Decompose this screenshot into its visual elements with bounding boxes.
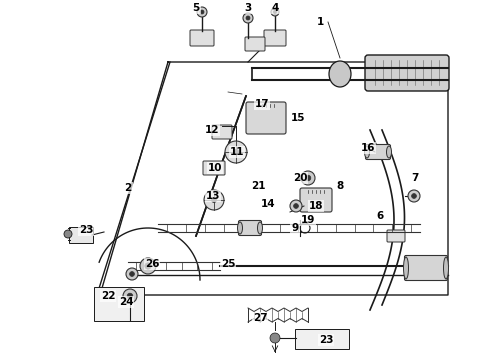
Circle shape: [197, 7, 207, 17]
Text: 8: 8: [336, 181, 343, 191]
Circle shape: [129, 271, 134, 276]
Circle shape: [270, 333, 280, 343]
Circle shape: [305, 175, 311, 181]
Text: 18: 18: [309, 201, 323, 211]
FancyBboxPatch shape: [239, 220, 262, 235]
Text: 27: 27: [253, 313, 268, 323]
Ellipse shape: [443, 257, 448, 279]
Text: 24: 24: [119, 297, 133, 307]
Text: 9: 9: [292, 223, 298, 233]
Text: 14: 14: [261, 199, 275, 209]
Text: 10: 10: [208, 163, 222, 173]
Text: 1: 1: [317, 17, 323, 27]
Ellipse shape: [329, 61, 351, 87]
Text: 16: 16: [361, 143, 375, 153]
Text: 19: 19: [301, 215, 315, 225]
Text: 20: 20: [293, 173, 307, 183]
Text: 4: 4: [271, 3, 279, 13]
Circle shape: [212, 198, 217, 202]
Text: 23: 23: [319, 335, 333, 345]
FancyBboxPatch shape: [264, 30, 286, 46]
Text: 2: 2: [124, 183, 132, 193]
Circle shape: [145, 263, 151, 269]
Ellipse shape: [403, 257, 409, 279]
Circle shape: [123, 289, 137, 303]
FancyBboxPatch shape: [212, 125, 232, 139]
FancyBboxPatch shape: [405, 256, 447, 280]
Circle shape: [290, 200, 302, 212]
FancyBboxPatch shape: [365, 55, 449, 91]
Text: 7: 7: [411, 173, 418, 183]
FancyBboxPatch shape: [245, 37, 265, 51]
Circle shape: [301, 171, 315, 185]
Circle shape: [233, 149, 239, 155]
FancyBboxPatch shape: [387, 230, 405, 242]
Text: 15: 15: [291, 113, 305, 123]
Ellipse shape: [258, 222, 263, 234]
Text: 25: 25: [221, 259, 235, 269]
Circle shape: [294, 204, 298, 208]
Circle shape: [271, 8, 279, 16]
Circle shape: [204, 190, 224, 210]
Circle shape: [126, 268, 138, 280]
Ellipse shape: [238, 222, 243, 234]
Circle shape: [412, 194, 416, 198]
Circle shape: [225, 141, 247, 163]
FancyBboxPatch shape: [69, 227, 93, 243]
Circle shape: [243, 13, 253, 23]
Text: 22: 22: [101, 291, 115, 301]
Text: 3: 3: [245, 3, 252, 13]
Text: 23: 23: [79, 225, 93, 235]
FancyBboxPatch shape: [295, 329, 349, 349]
FancyBboxPatch shape: [203, 161, 225, 175]
FancyBboxPatch shape: [300, 188, 332, 212]
FancyBboxPatch shape: [366, 144, 391, 159]
FancyBboxPatch shape: [94, 287, 144, 321]
FancyBboxPatch shape: [246, 102, 286, 134]
Text: 12: 12: [205, 125, 219, 135]
Text: 6: 6: [376, 211, 384, 221]
Text: 17: 17: [255, 99, 270, 109]
Ellipse shape: [387, 146, 392, 158]
FancyBboxPatch shape: [190, 30, 214, 46]
Text: 11: 11: [230, 147, 244, 157]
Circle shape: [246, 16, 250, 20]
Text: 13: 13: [206, 191, 220, 201]
Ellipse shape: [365, 146, 369, 158]
Circle shape: [273, 10, 276, 14]
Text: 26: 26: [145, 259, 159, 269]
Circle shape: [64, 230, 72, 238]
Circle shape: [127, 293, 133, 299]
Circle shape: [408, 190, 420, 202]
Circle shape: [200, 10, 204, 14]
Text: 5: 5: [193, 3, 199, 13]
Text: 21: 21: [251, 181, 265, 191]
Circle shape: [140, 258, 156, 274]
